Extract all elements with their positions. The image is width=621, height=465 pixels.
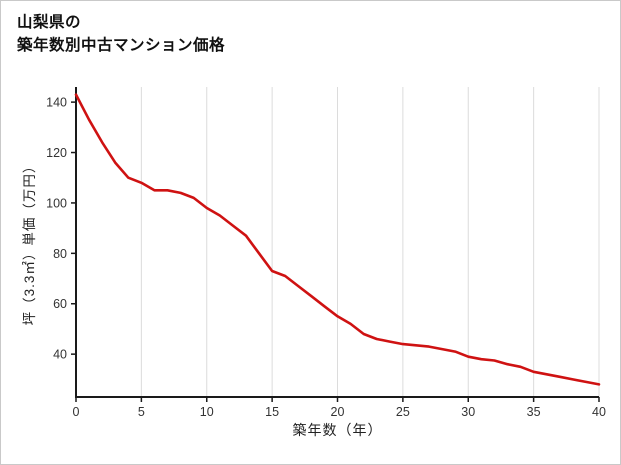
y-axis-label: 坪（3.3㎡）単価（万円） xyxy=(22,158,37,326)
chart-title: 山梨県の 築年数別中古マンション価格 xyxy=(17,11,225,58)
chart-title-line2: 築年数別中古マンション価格 xyxy=(17,37,226,55)
y-tick-label: 140 xyxy=(46,96,67,110)
x-tick-label: 30 xyxy=(461,405,475,419)
x-tick-label: 25 xyxy=(396,405,410,419)
y-tick-label: 120 xyxy=(46,146,67,160)
y-tick-label: 80 xyxy=(53,247,67,261)
x-tick-label: 0 xyxy=(73,405,80,419)
y-tick-label: 100 xyxy=(46,196,67,210)
x-tick-label: 15 xyxy=(265,405,279,419)
chart-title-line1: 山梨県の xyxy=(17,14,82,31)
y-tick-label: 60 xyxy=(53,297,67,311)
x-tick-label: 5 xyxy=(138,405,145,419)
y-tick-label: 40 xyxy=(53,348,67,362)
price-line xyxy=(74,93,601,386)
x-axis-label: 築年数（年） xyxy=(292,422,383,438)
x-tick-label: 10 xyxy=(200,405,214,419)
x-tick-label: 35 xyxy=(527,405,541,419)
x-tick-label: 40 xyxy=(592,405,606,419)
x-tick-label: 20 xyxy=(331,405,345,419)
